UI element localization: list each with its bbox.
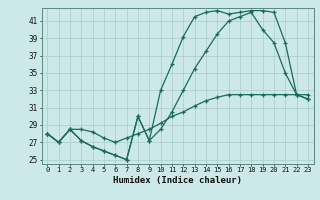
X-axis label: Humidex (Indice chaleur): Humidex (Indice chaleur) <box>113 176 242 185</box>
